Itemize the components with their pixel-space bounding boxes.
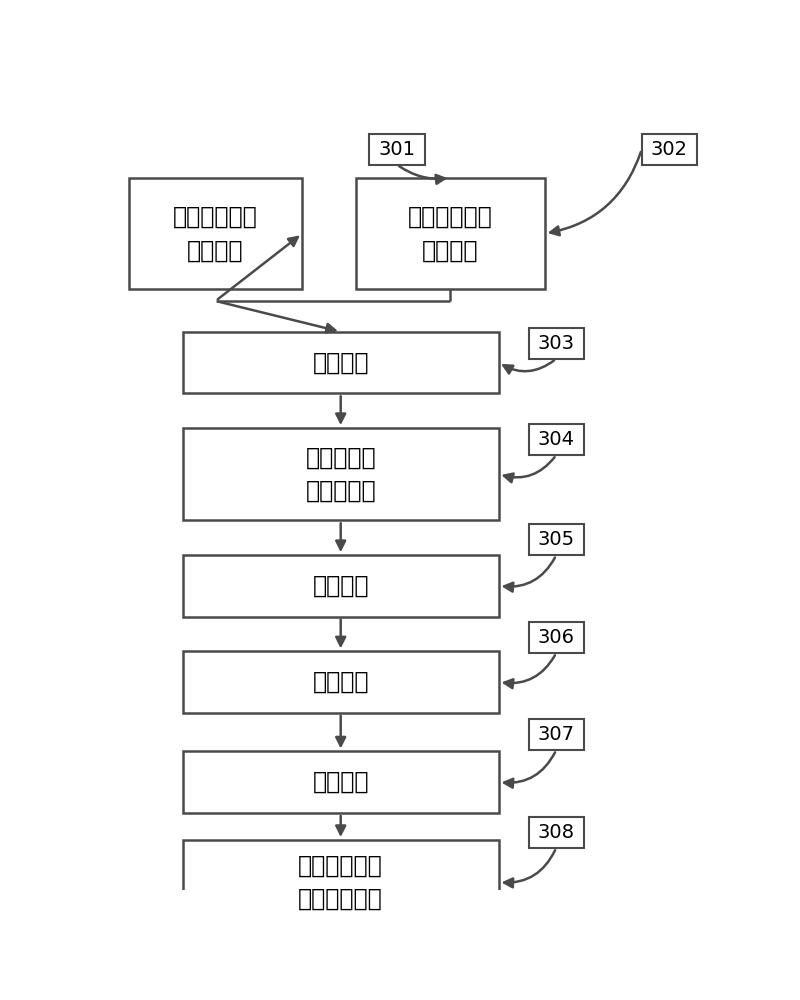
Text: 308: 308 bbox=[538, 823, 574, 842]
Bar bbox=[356, 178, 545, 289]
Bar bbox=[529, 719, 584, 750]
Text: 消噪处理: 消噪处理 bbox=[313, 770, 369, 794]
Text: 307: 307 bbox=[538, 725, 574, 744]
Text: 301: 301 bbox=[378, 140, 415, 159]
Bar bbox=[183, 428, 498, 520]
Bar bbox=[129, 178, 302, 289]
Text: 频率和幅度
同一性判别: 频率和幅度 同一性判别 bbox=[306, 445, 376, 503]
Text: 303: 303 bbox=[538, 334, 574, 353]
Text: 304: 304 bbox=[538, 430, 574, 449]
Text: 302: 302 bbox=[651, 140, 688, 159]
Bar bbox=[369, 134, 425, 165]
Text: 差分计算: 差分计算 bbox=[313, 670, 369, 694]
Text: 受试设备开启
测试结果: 受试设备开启 测试结果 bbox=[408, 205, 493, 262]
Text: 受试设备关闭
测试结果: 受试设备关闭 测试结果 bbox=[173, 205, 258, 262]
Bar bbox=[642, 134, 698, 165]
Text: 306: 306 bbox=[538, 628, 574, 647]
Bar bbox=[183, 651, 498, 713]
Bar bbox=[529, 524, 584, 555]
Bar bbox=[529, 328, 584, 359]
Text: 差值补偿: 差值补偿 bbox=[313, 574, 369, 598]
Text: 电子设备实际
电磁发射特性: 电子设备实际 电磁发射特性 bbox=[298, 854, 383, 911]
Bar bbox=[183, 332, 498, 393]
Text: 305: 305 bbox=[538, 530, 575, 549]
Text: 确定阈值: 确定阈值 bbox=[313, 351, 369, 375]
Bar bbox=[183, 751, 498, 813]
Bar bbox=[529, 424, 584, 455]
Bar bbox=[183, 840, 498, 925]
Bar bbox=[529, 817, 584, 848]
Bar bbox=[529, 622, 584, 653]
Bar bbox=[183, 555, 498, 617]
